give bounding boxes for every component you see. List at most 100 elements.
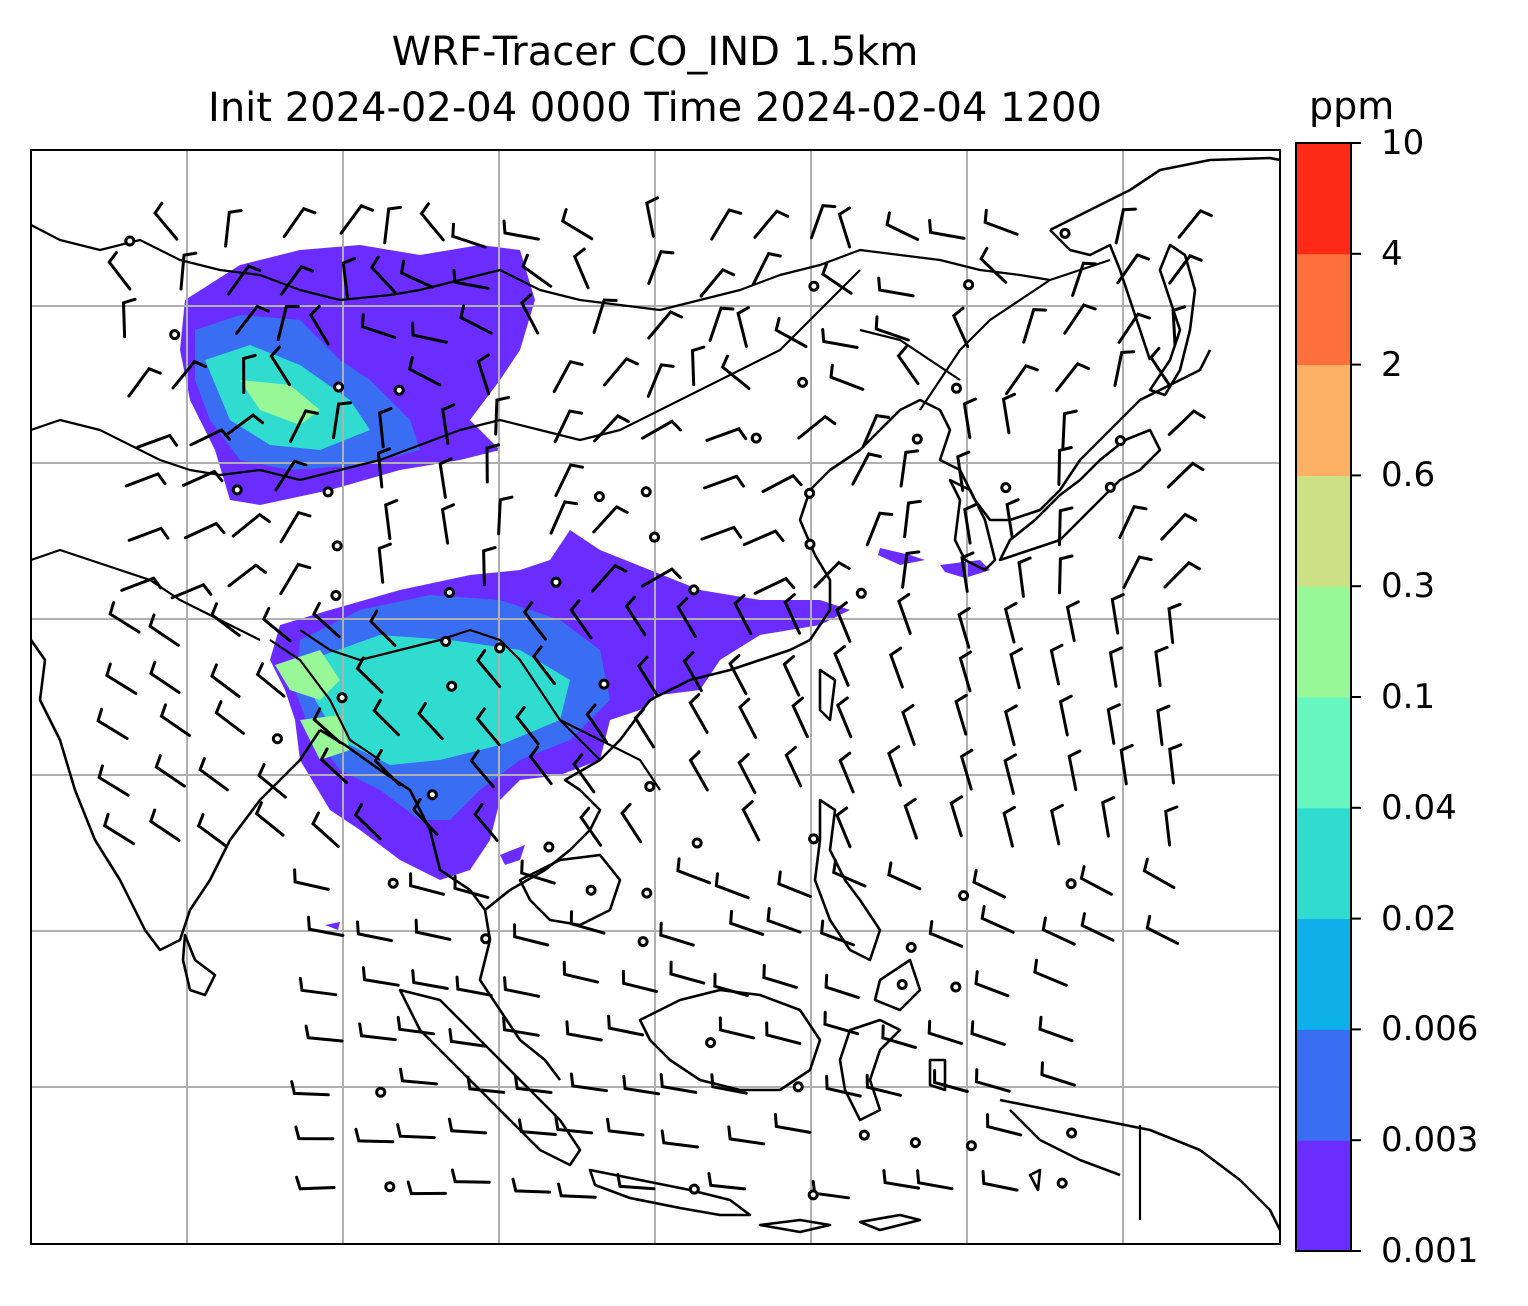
wind-barb bbox=[369, 255, 397, 294]
calm-wind-marker bbox=[808, 280, 820, 292]
wind-barb bbox=[1142, 857, 1176, 890]
calm-wind-marker bbox=[440, 636, 452, 647]
wind-barb bbox=[1009, 647, 1023, 690]
calm-wind-marker bbox=[965, 1140, 977, 1152]
calm-wind-marker bbox=[1065, 878, 1077, 890]
wind-barb bbox=[1106, 703, 1121, 745]
wind-barb bbox=[1049, 643, 1064, 686]
calm-wind-marker bbox=[637, 936, 649, 948]
wind-barb bbox=[361, 966, 400, 987]
calm-wind-marker bbox=[797, 376, 809, 388]
wind-barb bbox=[102, 812, 136, 846]
wind-barb bbox=[411, 321, 448, 344]
wind-barbs bbox=[96, 196, 1213, 1200]
wind-barb bbox=[645, 196, 660, 238]
colorbar-swatch bbox=[1296, 586, 1351, 698]
wind-barb bbox=[476, 353, 491, 396]
wind-barb bbox=[358, 1022, 397, 1042]
wind-barb bbox=[1065, 600, 1080, 642]
wind-barb bbox=[383, 205, 402, 245]
wind-barb bbox=[896, 345, 920, 386]
calm-wind-marker bbox=[387, 877, 399, 889]
wind-barb bbox=[183, 521, 226, 540]
wind-barb bbox=[765, 1021, 802, 1045]
wind-barb bbox=[957, 606, 971, 649]
map-frame bbox=[30, 149, 1281, 1245]
wind-barb bbox=[1164, 805, 1179, 847]
wind-barb bbox=[928, 920, 964, 948]
wind-barb bbox=[603, 356, 639, 387]
wind-barb bbox=[688, 692, 709, 734]
wind-barb bbox=[1058, 554, 1074, 595]
gridlines bbox=[31, 150, 1280, 1244]
wind-barb bbox=[97, 764, 130, 797]
wind-barb bbox=[557, 1182, 597, 1199]
calm-wind-marker bbox=[688, 584, 700, 596]
wind-barb bbox=[761, 473, 803, 493]
wind-barb bbox=[528, 745, 553, 785]
wind-barb bbox=[699, 267, 736, 298]
wind-barb bbox=[560, 208, 594, 241]
calm-wind-marker bbox=[641, 887, 653, 899]
colorbar-swatch bbox=[1296, 697, 1351, 809]
wind-barb bbox=[451, 222, 487, 249]
calm-wind-marker bbox=[443, 587, 455, 598]
wind-barb bbox=[455, 975, 493, 997]
colorbar-swatch bbox=[1296, 1140, 1351, 1252]
calm-wind-marker bbox=[446, 680, 458, 692]
wind-barb bbox=[703, 474, 745, 490]
wind-barb bbox=[502, 1016, 540, 1037]
wind-barb bbox=[838, 751, 855, 794]
wind-barb bbox=[700, 525, 743, 541]
wind-barb bbox=[824, 973, 860, 1000]
wind-barb bbox=[1055, 361, 1091, 393]
map-title-line-1: WRF-Tracer CO_IND 1.5km bbox=[391, 29, 919, 75]
wind-barb bbox=[294, 1125, 335, 1141]
wind-barb bbox=[549, 500, 579, 535]
wind-barb bbox=[399, 1067, 438, 1086]
wind-barb bbox=[963, 503, 978, 545]
wind-barb bbox=[851, 452, 882, 486]
wind-barb bbox=[307, 915, 345, 937]
wind-barb bbox=[354, 1127, 395, 1144]
wind-barb bbox=[888, 646, 904, 689]
calm-wind-marker bbox=[1056, 1177, 1068, 1189]
wind-barb bbox=[835, 601, 852, 643]
wind-barb bbox=[257, 763, 287, 799]
wind-barb bbox=[105, 662, 138, 695]
wind-barb bbox=[1167, 602, 1182, 644]
wind-barb bbox=[553, 409, 584, 444]
calm-wind-marker bbox=[336, 692, 348, 704]
wind-barb bbox=[887, 861, 922, 891]
wind-barb bbox=[979, 246, 1008, 284]
wind-barb bbox=[708, 306, 735, 342]
wind-barb bbox=[341, 257, 356, 299]
colorbar-tick-label: 2 bbox=[1381, 344, 1403, 385]
wind-barb bbox=[1071, 261, 1097, 297]
map-title-line-2: Init 2024-02-04 0000 Time 2024-02-04 120… bbox=[208, 85, 1102, 131]
wind-barb bbox=[762, 964, 798, 989]
wind-barb bbox=[511, 1177, 552, 1194]
wind-barb bbox=[791, 696, 809, 739]
wind-barb bbox=[515, 705, 540, 746]
wind-barb bbox=[154, 754, 186, 788]
wind-barb bbox=[916, 1169, 954, 1191]
calm-wind-marker bbox=[384, 1181, 396, 1193]
wind-barb bbox=[473, 802, 499, 842]
wind-barb bbox=[956, 450, 971, 492]
wind-barb bbox=[738, 697, 758, 739]
wind-barb bbox=[231, 512, 271, 538]
wind-barb bbox=[833, 645, 850, 687]
wind-barb bbox=[1113, 350, 1136, 388]
calm-wind-marker bbox=[807, 1189, 819, 1201]
wind-barb bbox=[149, 808, 181, 842]
calm-wind-marker bbox=[705, 1037, 717, 1049]
wind-barb bbox=[279, 562, 312, 596]
calm-wind-marker bbox=[804, 538, 816, 550]
wind-barb bbox=[825, 1074, 862, 1098]
wind-barb bbox=[607, 1014, 645, 1037]
wind-barb bbox=[522, 601, 547, 641]
wind-barb bbox=[1005, 364, 1039, 396]
wind-barb bbox=[1149, 346, 1172, 388]
wind-barb bbox=[962, 397, 977, 439]
